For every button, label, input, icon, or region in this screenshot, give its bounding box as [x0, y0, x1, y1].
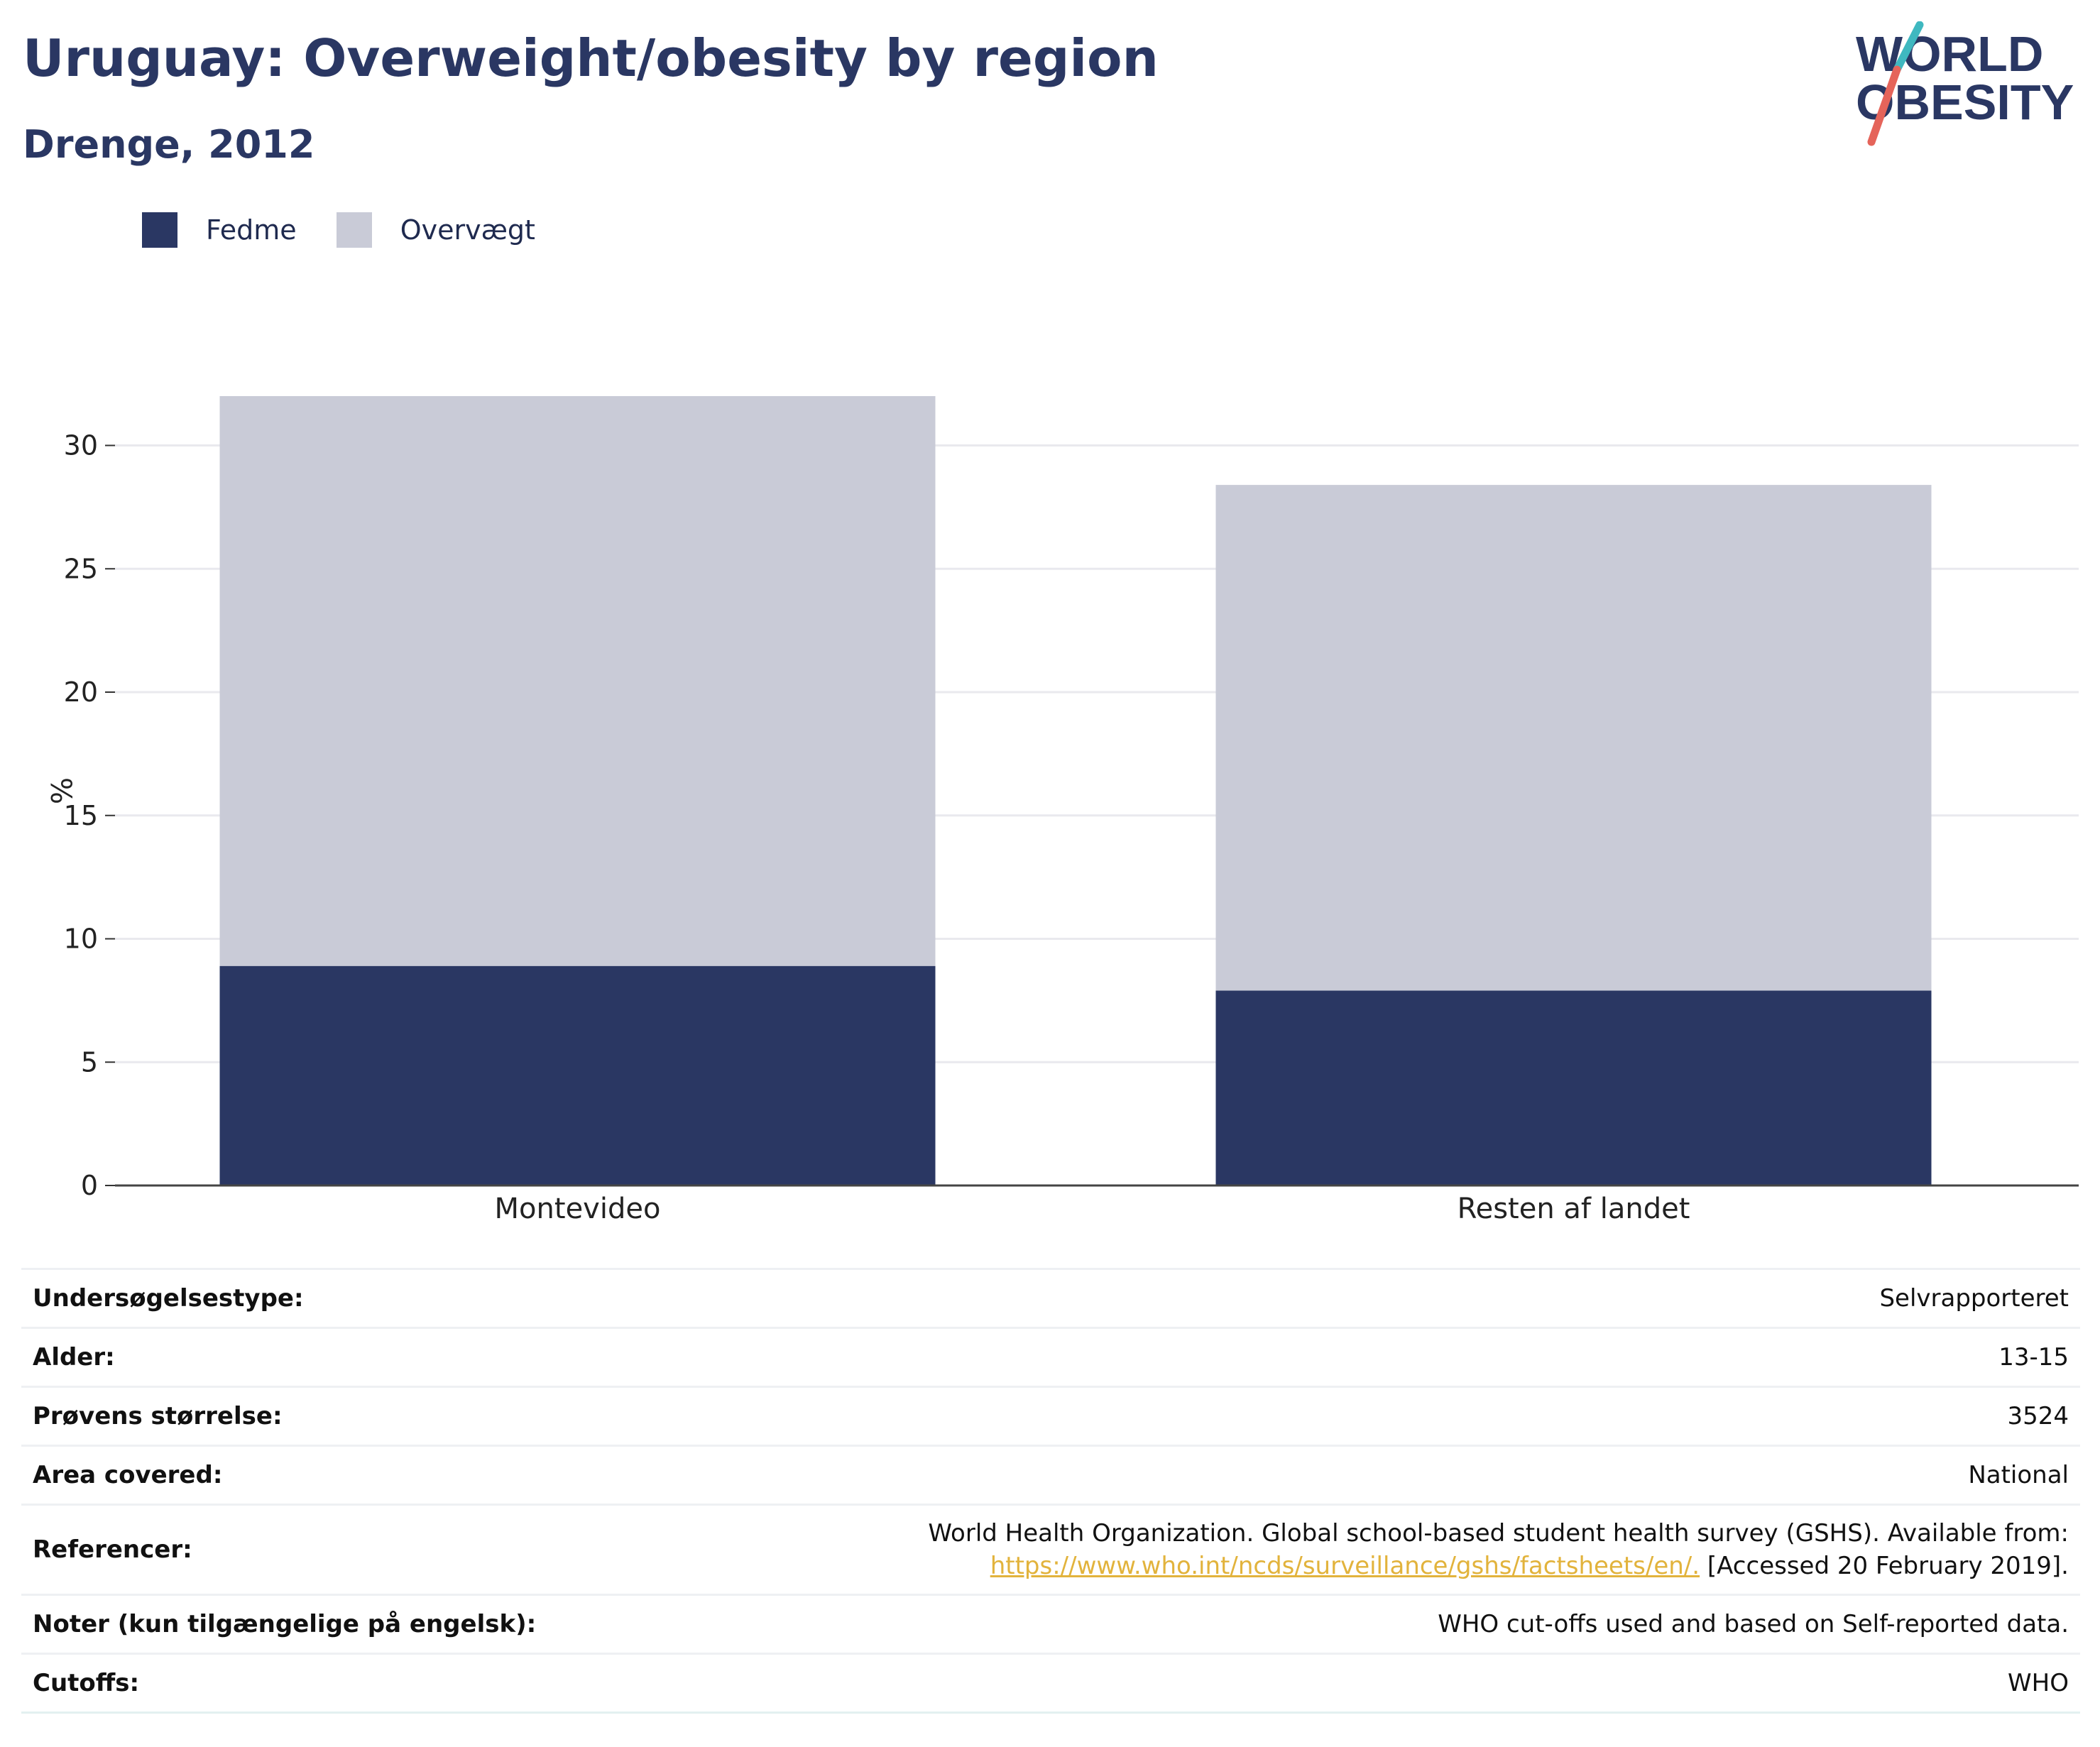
bar-overvaegt-0 [219, 396, 936, 966]
info-value: WHO [2008, 1669, 2069, 1697]
info-label: Noter (kun tilgængelige på engelsk): [33, 1610, 537, 1638]
page-title: Uruguay: Overweight/obesity by region [23, 28, 1159, 88]
stacked-bar-chart: 0 5 10 15 20 25 30% Montevideo Resten af landet [44, 396, 2079, 1221]
legend-swatch-fedme [142, 212, 177, 248]
reference-text: World Health Organization. Global school… [928, 1519, 2069, 1548]
info-row-references: Referencer: World Health Organization. G… [21, 1504, 2080, 1595]
info-row-cutoffs: Cutoffs: WHO [21, 1653, 2080, 1713]
reference-link[interactable]: https://www.who.int/ncds/surveillance/gs… [990, 1552, 1700, 1580]
info-label: Referencer: [33, 1535, 192, 1564]
bar-fedme-0 [219, 965, 936, 1185]
legend-item-overvaegt[interactable]: Overvægt [336, 212, 535, 248]
info-value: National [1968, 1461, 2069, 1489]
y-tick-label: 20 [64, 677, 98, 708]
x-tick-label: Montevideo [495, 1193, 661, 1221]
info-row-survey-type: Undersøgelsestype: Selvrapporteret [21, 1269, 2080, 1328]
survey-info-table: Undersøgelsestype: Selvrapporteret Alder… [21, 1268, 2080, 1714]
chart-legend: Fedme Overvægt [142, 210, 575, 250]
legend-item-fedme[interactable]: Fedme [142, 212, 297, 248]
legend-swatch-overvaegt [336, 212, 372, 248]
info-row-age: Alder: 13-15 [21, 1327, 2080, 1387]
reference-line-2: https://www.who.int/ncds/surveillance/gs… [674, 1550, 2069, 1582]
logo-slash-top [1893, 21, 1924, 74]
info-value: World Health Organization. Global school… [662, 1505, 2080, 1595]
reference-accessed: [Accessed 20 February 2019]. [1700, 1552, 2069, 1580]
info-row-area: Area covered: National [21, 1445, 2080, 1505]
world-obesity-logo: WORLD OBESITY [1856, 21, 2074, 146]
logo-text-line1: WORLD [1856, 26, 2043, 82]
y-tick-label: 5 [81, 1046, 98, 1078]
info-value: 13-15 [1998, 1343, 2069, 1371]
info-label: Cutoffs: [33, 1669, 140, 1697]
info-label: Prøvens størrelse: [33, 1402, 283, 1430]
info-label: Undersøgelsestype: [33, 1284, 304, 1313]
info-value: Selvrapporteret [1879, 1284, 2069, 1313]
logo-slash-bottom [1867, 65, 1901, 146]
y-tick-label: 15 [64, 800, 98, 831]
bar-fedme-1 [1215, 990, 1932, 1185]
info-row-sample-size: Prøvens størrelse: 3524 [21, 1386, 2080, 1446]
legend-label-overvaegt: Overvægt [400, 214, 535, 246]
legend-label-fedme: Fedme [206, 214, 297, 246]
info-row-notes: Noter (kun tilgængelige på engelsk): WHO… [21, 1594, 2080, 1654]
y-axis-label: % [44, 777, 77, 804]
y-tick-label: 10 [64, 924, 98, 955]
info-value: WHO cut-offs used and based on Self-repo… [1438, 1610, 2069, 1638]
page-subtitle: Drenge, 2012 [23, 122, 315, 167]
info-label: Alder: [33, 1343, 115, 1371]
y-tick-label: 30 [64, 430, 98, 461]
info-label: Area covered: [33, 1461, 223, 1489]
info-value: 3524 [2007, 1402, 2069, 1430]
x-tick-label: Resten af landet [1458, 1193, 1690, 1221]
y-tick-label: 0 [81, 1170, 98, 1201]
bar-overvaegt-1 [1215, 485, 1932, 991]
y-tick-label: 25 [64, 553, 98, 584]
